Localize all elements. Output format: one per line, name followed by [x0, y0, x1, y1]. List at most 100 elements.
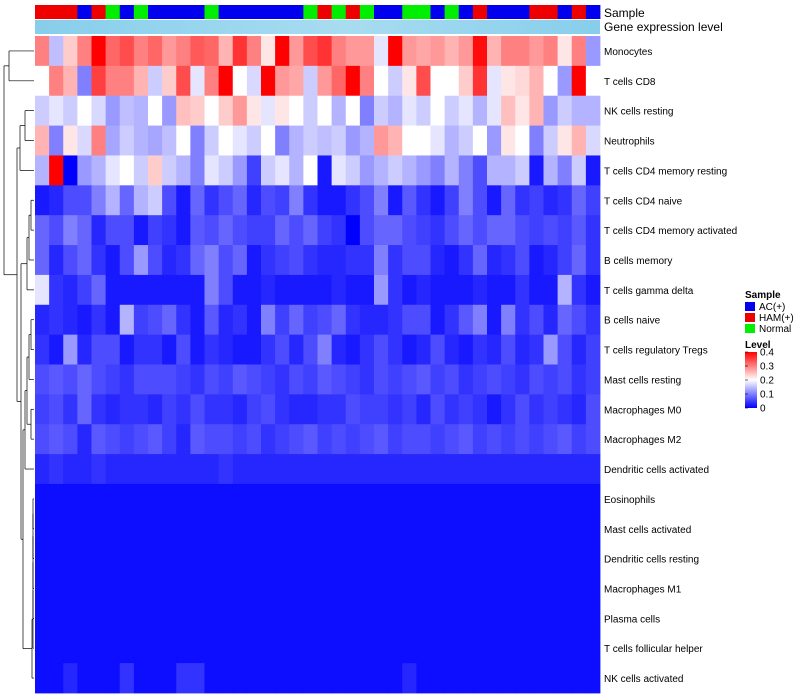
heatmap-cell — [35, 274, 50, 306]
heatmap-cell — [190, 36, 205, 67]
level-legend: Level 0.4 0.3 0.2 0.1 0 — [745, 340, 774, 415]
sample-cell — [91, 5, 107, 19]
heatmap-cell — [571, 304, 587, 336]
heatmap-cell — [557, 454, 573, 485]
heatmap-cell — [303, 454, 318, 485]
heatmap-cell — [289, 603, 304, 634]
heatmap-cell — [402, 36, 417, 67]
heatmap-cell — [444, 334, 460, 365]
heatmap-cell — [501, 274, 516, 306]
heatmap-cell — [204, 573, 220, 604]
heatmap-cell — [317, 663, 333, 694]
heatmap-cell — [232, 36, 248, 67]
heatmap-cell — [543, 603, 559, 634]
heatmap-cell — [487, 125, 502, 156]
heatmap-cell — [359, 185, 375, 216]
heatmap-cell — [63, 663, 78, 694]
heatmap-cell — [543, 513, 559, 545]
heatmap-cell — [162, 304, 177, 336]
heatmap-cell — [458, 364, 474, 395]
heatmap-cell — [416, 424, 431, 455]
level-ticks: 0.4 0.3 0.2 0.1 0 — [745, 348, 774, 415]
heatmap-cell — [557, 364, 573, 395]
heatmap-cell — [162, 364, 177, 395]
row-label: Eosinophils — [604, 495, 655, 506]
sample-cell — [133, 5, 149, 19]
heatmap-cell — [444, 424, 460, 455]
heatmap-cell — [261, 125, 276, 156]
heatmap-cell — [430, 65, 446, 97]
sample-cell — [275, 5, 290, 19]
row-label: Mast cells activated — [604, 525, 691, 536]
heatmap-cell — [557, 424, 573, 455]
heatmap-cell — [49, 274, 64, 306]
heatmap-cell — [487, 633, 502, 664]
level-tick-label: 0.3 — [760, 362, 774, 373]
heatmap-cell — [119, 424, 135, 455]
heatmap-cell — [529, 454, 544, 485]
heatmap-cell — [317, 573, 333, 604]
heatmap-cell — [345, 155, 361, 186]
heatmap-cell — [472, 454, 488, 485]
heatmap-cell — [148, 125, 163, 156]
heatmap-cell — [303, 125, 318, 156]
heatmap-cell — [303, 215, 318, 246]
heatmap-cell — [63, 95, 78, 126]
sample-annotation-bar — [35, 5, 601, 19]
heatmap-cell — [63, 513, 78, 545]
heatmap-cell — [162, 215, 177, 246]
heatmap-cell — [91, 543, 107, 574]
heatmap-cell — [430, 603, 446, 634]
heatmap-cell — [388, 334, 403, 365]
heatmap-cell — [557, 483, 573, 515]
heatmap-cell — [529, 633, 544, 664]
heatmap-cell — [133, 36, 149, 67]
sample-cell — [388, 5, 403, 19]
heatmap-cell — [359, 95, 375, 126]
heatmap-cell — [289, 36, 304, 67]
heatmap-cell — [472, 513, 488, 545]
heatmap-cell — [402, 483, 417, 515]
heatmap-cell — [35, 454, 50, 485]
heatmap-cell — [472, 215, 488, 246]
heatmap-cell — [331, 483, 347, 515]
heatmap-cell — [289, 573, 304, 604]
heatmap-cell — [275, 155, 290, 186]
heatmap-cell — [77, 65, 92, 97]
sample-cell — [162, 5, 177, 19]
heatmap-cell — [176, 394, 191, 425]
heatmap-cell — [585, 215, 601, 246]
heatmap-cell — [246, 65, 262, 97]
heatmap-cell — [444, 215, 460, 246]
heatmap-cell — [345, 633, 361, 664]
heatmap-cell — [35, 543, 50, 574]
heatmap-cell — [331, 215, 347, 246]
heatmap-cell — [472, 274, 488, 306]
row-labels: Monocytes T cells CD8 NK cells resting Neut… — [604, 47, 737, 685]
heatmap-cell — [515, 633, 530, 664]
heatmap-cell — [557, 663, 573, 694]
heatmap-cell — [557, 95, 573, 126]
heatmap-cell — [35, 304, 50, 336]
heatmap-cell — [91, 304, 107, 336]
heatmap-cell — [105, 394, 121, 425]
heatmap-cell — [557, 573, 573, 604]
heatmap-cell — [275, 334, 290, 365]
heatmap-cell — [529, 543, 544, 574]
heatmap-cell — [289, 245, 304, 276]
heatmap-cell — [345, 36, 361, 67]
heatmap-cell — [204, 334, 220, 365]
heatmap-cell — [303, 36, 318, 67]
sample-cell — [218, 5, 234, 19]
heatmap-cell — [289, 304, 304, 336]
heatmap-cell — [246, 663, 262, 694]
heatmap-cell — [246, 454, 262, 485]
heatmap-cell — [303, 573, 318, 604]
heatmap-cell — [218, 394, 234, 425]
heatmap-cell — [91, 663, 107, 694]
heatmap-cell — [317, 245, 333, 276]
heatmap-cell — [275, 215, 290, 246]
heatmap-cell — [515, 334, 530, 365]
heatmap-cell — [77, 185, 92, 216]
heatmap-cell — [571, 185, 587, 216]
